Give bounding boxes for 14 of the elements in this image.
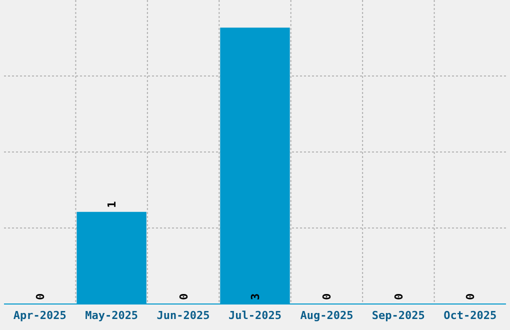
data-label: 0 bbox=[320, 293, 334, 300]
data-label: 0 bbox=[392, 293, 406, 300]
data-label: 1 bbox=[106, 200, 119, 208]
data-label: 3 bbox=[249, 293, 262, 300]
x-tick-label: Jul-2025 bbox=[228, 309, 282, 322]
x-tick-label: Oct-2025 bbox=[444, 309, 497, 322]
data-label: 0 bbox=[177, 293, 190, 300]
x-tick-label: Aug-2025 bbox=[300, 309, 354, 322]
x-tick-label: Jun-2025 bbox=[156, 309, 210, 322]
data-label: 0 bbox=[34, 293, 47, 300]
x-tick-label: Apr-2025 bbox=[13, 309, 66, 322]
data-label: 0 bbox=[464, 293, 478, 300]
x-tick-label: Sep-2025 bbox=[372, 309, 425, 322]
x-tick-label: May-2025 bbox=[85, 309, 138, 322]
